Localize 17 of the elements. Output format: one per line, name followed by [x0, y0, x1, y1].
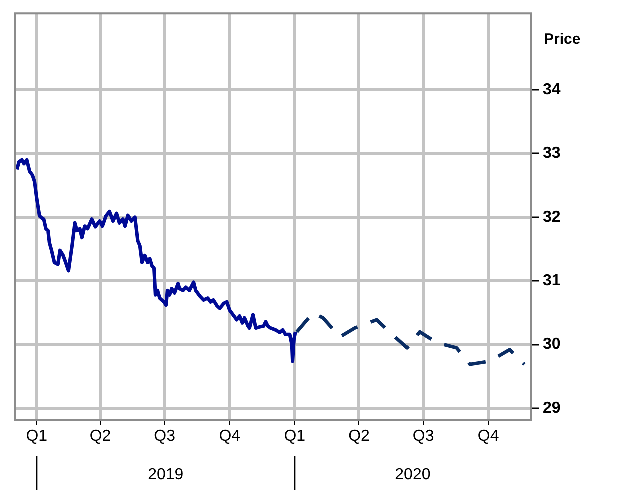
y-axis-title: Price	[544, 31, 581, 48]
y-tick-label: 34	[543, 81, 561, 98]
y-tick-label: 31	[543, 272, 561, 290]
x-tick-label: Q2	[90, 428, 112, 446]
y-tick-label: 32	[543, 208, 561, 226]
x-tick-label: Q1	[284, 428, 306, 446]
x-tick-label: Q3	[154, 428, 176, 446]
text: 2020	[395, 466, 431, 484]
y-tick-label: 30	[543, 336, 561, 354]
x-tick-label: Q2	[348, 428, 370, 446]
x-tick-label: Q4	[478, 428, 500, 446]
text: 2019	[148, 466, 184, 484]
y-tick-label: 33	[543, 145, 561, 162]
x-tick-label: Q1	[26, 428, 48, 446]
x-tick-label: Q4	[219, 428, 241, 446]
x-tick-label: Q3	[412, 428, 434, 446]
y-tick-label: 29	[543, 400, 561, 417]
